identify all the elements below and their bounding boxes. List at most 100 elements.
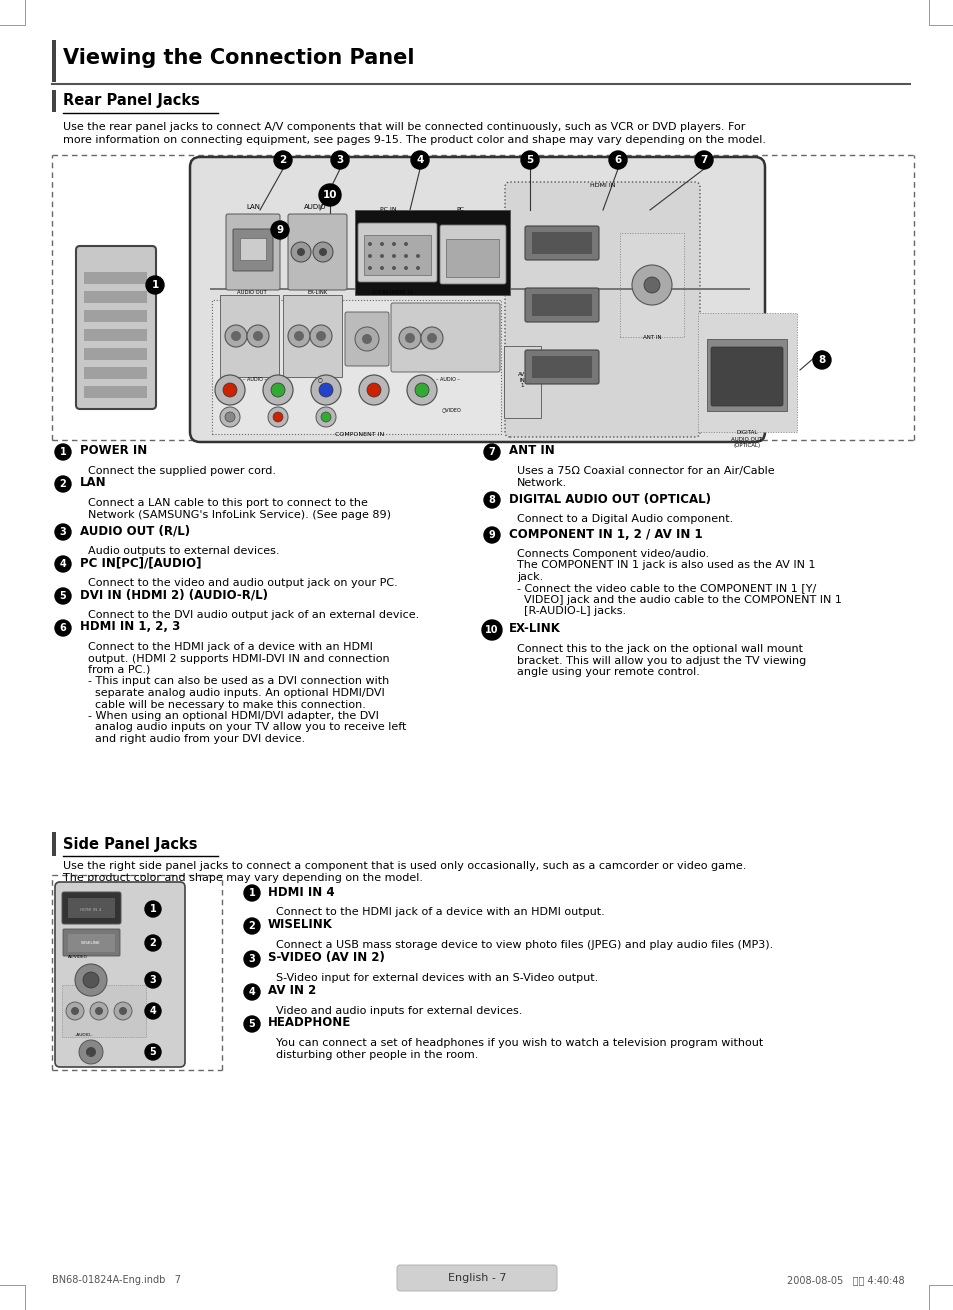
FancyBboxPatch shape (706, 339, 786, 411)
Text: 2008-08-05   오후 4:40:48: 2008-08-05 오후 4:40:48 (786, 1275, 904, 1285)
Circle shape (273, 413, 283, 422)
Text: 9: 9 (276, 225, 283, 234)
Text: The COMPONENT IN 1 jack is also used as the AV IN 1: The COMPONENT IN 1 jack is also used as … (517, 561, 815, 570)
Text: BN68-01824A-Eng.indb   7: BN68-01824A-Eng.indb 7 (52, 1275, 181, 1285)
Circle shape (420, 328, 442, 348)
Text: 7: 7 (488, 447, 495, 457)
Circle shape (313, 242, 333, 262)
Text: ANT IN: ANT IN (642, 335, 660, 341)
Text: 5: 5 (150, 1047, 156, 1057)
Circle shape (311, 375, 340, 405)
Circle shape (79, 1040, 103, 1064)
Circle shape (90, 1002, 108, 1020)
Circle shape (95, 1007, 103, 1015)
Circle shape (320, 413, 331, 422)
Text: Audio outputs to external devices.: Audio outputs to external devices. (88, 546, 279, 555)
Text: 3: 3 (336, 155, 343, 165)
Text: 7: 7 (700, 155, 707, 165)
Circle shape (268, 407, 288, 427)
FancyBboxPatch shape (391, 303, 499, 372)
Circle shape (145, 1044, 161, 1060)
Text: COMPONENT IN: COMPONENT IN (335, 432, 384, 438)
Bar (84, 272, 147, 284)
Text: VIDEO] jack and the audio cable to the COMPONENT IN 1: VIDEO] jack and the audio cable to the C… (517, 595, 841, 605)
Text: disturbing other people in the room.: disturbing other people in the room. (275, 1049, 477, 1060)
Circle shape (403, 242, 408, 246)
Circle shape (415, 383, 429, 397)
FancyBboxPatch shape (396, 1265, 557, 1290)
Text: ○VIDEO: ○VIDEO (441, 407, 461, 413)
Bar (84, 291, 147, 303)
Text: The product color and shape may vary depending on the model.: The product color and shape may vary dep… (63, 872, 422, 883)
Text: DVI IN (HDMI 2) (AUDIO-R/L): DVI IN (HDMI 2) (AUDIO-R/L) (80, 588, 268, 601)
Text: You can connect a set of headphones if you wish to watch a television program wi: You can connect a set of headphones if y… (275, 1038, 762, 1048)
Text: LAN: LAN (246, 204, 260, 210)
Text: - When using an optional HDMI/DVI adapter, the DVI: - When using an optional HDMI/DVI adapte… (88, 711, 378, 720)
Text: S-VIDEO (AV IN 2): S-VIDEO (AV IN 2) (268, 951, 384, 964)
Text: DVI IN (HDMI 2): DVI IN (HDMI 2) (372, 290, 412, 295)
FancyBboxPatch shape (220, 295, 278, 377)
Circle shape (392, 242, 395, 246)
Text: LAN: LAN (80, 477, 107, 490)
Circle shape (119, 1007, 127, 1015)
Text: [R-AUDIO-L] jacks.: [R-AUDIO-L] jacks. (517, 607, 625, 617)
Bar (210, 288, 749, 290)
Text: 1: 1 (150, 904, 156, 914)
Text: AV IN 2: AV IN 2 (268, 985, 315, 997)
Circle shape (263, 375, 293, 405)
FancyBboxPatch shape (226, 214, 280, 290)
Circle shape (55, 524, 71, 540)
Circle shape (83, 972, 99, 988)
Circle shape (291, 242, 311, 262)
Text: S-Video input for external devices with an S-Video output.: S-Video input for external devices with … (275, 973, 598, 982)
Text: EX-LINK: EX-LINK (308, 290, 328, 295)
Circle shape (411, 151, 429, 169)
Circle shape (146, 276, 164, 293)
Circle shape (368, 266, 372, 270)
Text: AV
IN
1: AV IN 1 (517, 372, 525, 388)
Text: Uses a 75Ω Coaxial connector for an Air/Cable: Uses a 75Ω Coaxial connector for an Air/… (517, 466, 774, 476)
Bar (84, 329, 147, 341)
Circle shape (315, 331, 326, 341)
Text: Connect to a Digital Audio component.: Connect to a Digital Audio component. (517, 514, 733, 524)
Text: analog audio inputs on your TV allow you to receive left: analog audio inputs on your TV allow you… (88, 723, 406, 732)
Circle shape (55, 476, 71, 493)
Circle shape (367, 383, 380, 397)
Text: HDMI IN 4: HDMI IN 4 (80, 908, 102, 912)
Bar (84, 310, 147, 322)
Text: HDMI IN: HDMI IN (590, 183, 615, 189)
Text: and right audio from your DVI device.: and right audio from your DVI device. (88, 734, 305, 744)
Text: AV/VIDEO: AV/VIDEO (68, 955, 88, 959)
Circle shape (274, 151, 292, 169)
FancyBboxPatch shape (62, 892, 121, 924)
Bar (52, 832, 56, 855)
Circle shape (244, 1017, 260, 1032)
Text: Connect a USB mass storage device to view photo files (JPEG) and play audio file: Connect a USB mass storage device to vie… (275, 941, 773, 950)
Text: 5: 5 (249, 1019, 255, 1028)
Circle shape (427, 333, 436, 343)
Text: HDMI IN 1, 2, 3: HDMI IN 1, 2, 3 (80, 621, 180, 634)
Circle shape (244, 984, 260, 1000)
Text: HDMI IN 4: HDMI IN 4 (268, 886, 335, 899)
FancyBboxPatch shape (439, 225, 505, 284)
Circle shape (288, 325, 310, 347)
Circle shape (55, 620, 71, 635)
Text: English - 7: English - 7 (447, 1273, 506, 1282)
Text: – AUDIO –: – AUDIO – (436, 377, 459, 383)
Text: 3: 3 (249, 954, 255, 964)
Text: 8: 8 (818, 355, 824, 365)
Circle shape (403, 254, 408, 258)
Text: HEADPHONE: HEADPHONE (268, 1017, 351, 1030)
Circle shape (145, 972, 161, 988)
FancyBboxPatch shape (532, 232, 592, 254)
Circle shape (66, 1002, 84, 1020)
Text: - Connect the video cable to the COMPONENT IN 1 [Y/: - Connect the video cable to the COMPONE… (517, 583, 816, 593)
Text: 10: 10 (322, 190, 337, 200)
FancyBboxPatch shape (68, 934, 115, 952)
Circle shape (643, 276, 659, 293)
FancyBboxPatch shape (355, 210, 510, 295)
Circle shape (310, 325, 332, 347)
Circle shape (631, 265, 671, 305)
Bar (84, 386, 147, 398)
Text: 9: 9 (488, 531, 495, 540)
